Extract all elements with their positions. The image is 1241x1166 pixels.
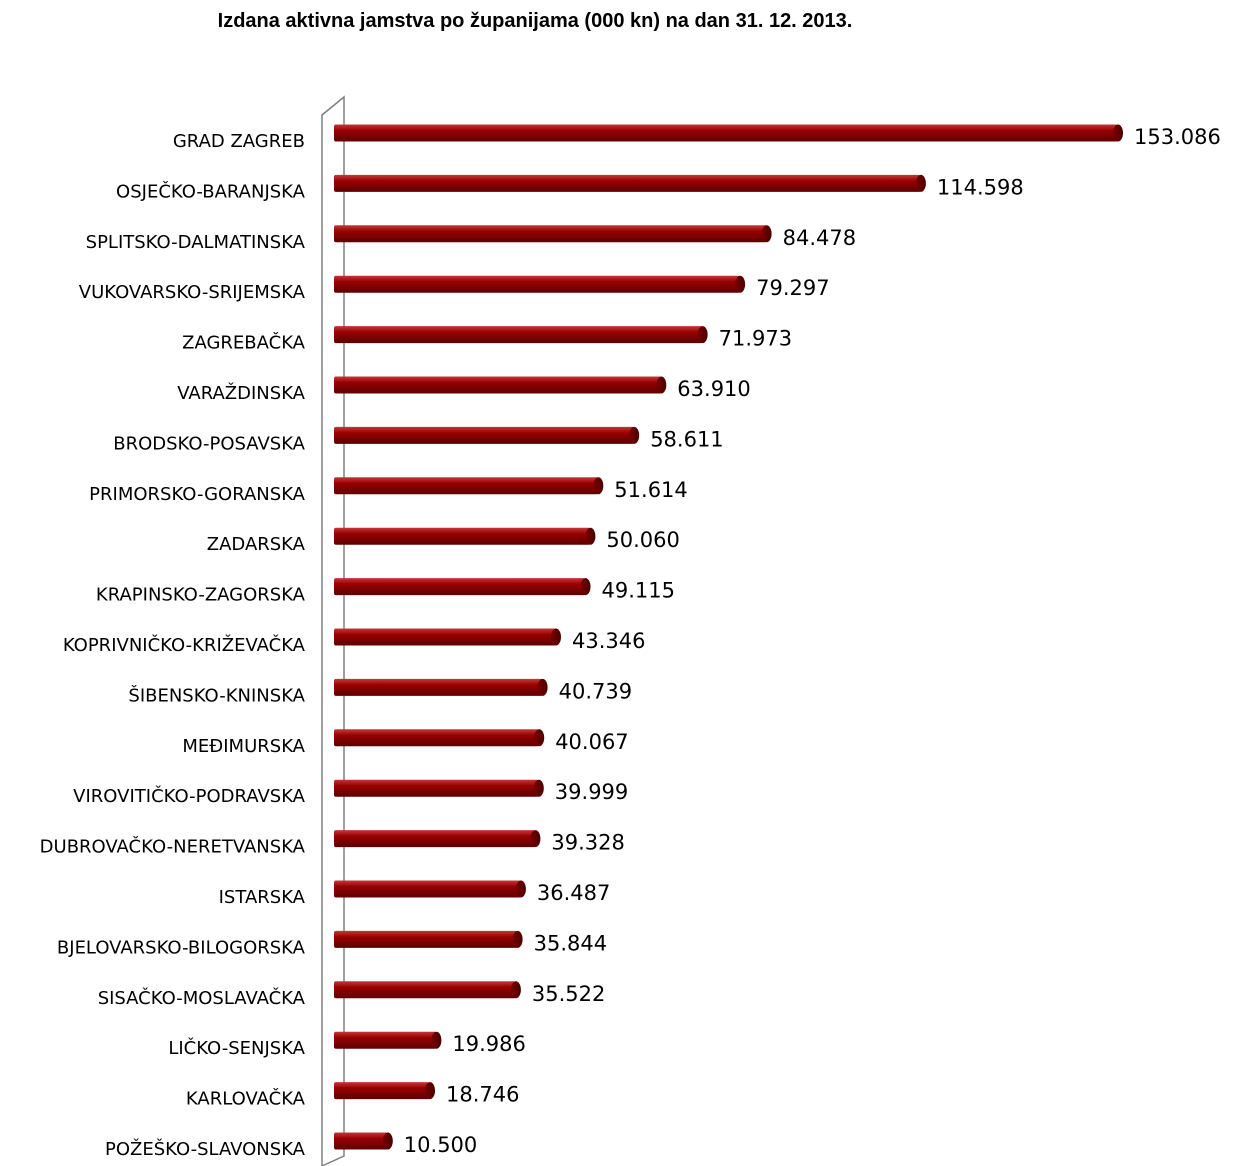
value-labels: 153.086 114.598 84.478 79.297 71.973 63.910 58… [404, 125, 1221, 1157]
bar-cap [512, 930, 523, 948]
value-label: 43.346 [572, 629, 645, 653]
value-label: 51.614 [614, 478, 687, 502]
category-label: MEĐIMURSKA [182, 736, 305, 757]
bar [334, 376, 662, 394]
bar [334, 1132, 388, 1150]
bar [334, 275, 741, 293]
bar [334, 426, 635, 444]
category-label: ZAGREBAČKA [182, 332, 306, 354]
category-label: VARAŽDINSKA [177, 382, 305, 404]
bar [334, 1031, 437, 1049]
value-label: 71.973 [719, 327, 792, 351]
category-label: PRIMORSKO-GORANSKA [89, 484, 306, 505]
bar-cap [593, 477, 604, 495]
category-label: POŽEŠKO-SLAVONSKA [105, 1138, 306, 1160]
bar [334, 930, 518, 948]
bar [334, 830, 536, 848]
category-label: SISAČKO-MOSLAVAČKA [98, 987, 306, 1009]
bar-cap [533, 779, 544, 797]
category-label: BRODSKO-POSAVSKA [113, 433, 305, 454]
bar-cap [534, 729, 545, 747]
value-label: 79.297 [756, 276, 829, 300]
bar-cap [1113, 124, 1123, 142]
bar-cap [580, 578, 591, 596]
value-label: 40.067 [555, 730, 628, 754]
bar-cap [915, 174, 926, 192]
value-label: 10.500 [404, 1133, 477, 1157]
bar [334, 174, 921, 192]
bar-cap [530, 830, 541, 848]
bar-cap [629, 426, 640, 444]
bar [334, 578, 586, 596]
bar-cap [697, 326, 708, 344]
category-label: OSJEČKO-BARANJSKA [116, 180, 306, 202]
category-label: BJELOVARSKO-BILOGORSKA [57, 937, 306, 958]
value-label: 153.086 [1134, 125, 1221, 149]
bar [334, 981, 516, 999]
category-label: SPLITSKO-DALMATINSKA [86, 232, 306, 253]
value-label: 50.060 [606, 528, 679, 552]
value-label: 18.746 [446, 1083, 519, 1107]
bar-cap [382, 1132, 393, 1150]
bar [334, 678, 543, 696]
value-label: 19.986 [452, 1032, 525, 1056]
bar [334, 124, 1118, 142]
bar-cap [537, 678, 548, 696]
bar-cap [585, 527, 596, 545]
category-label: VIROVITIČKO-PODRAVSKA [73, 785, 306, 807]
bar-cap [431, 1031, 442, 1049]
bar-cap [735, 275, 746, 293]
bar [334, 527, 591, 545]
value-label: 39.999 [555, 780, 628, 804]
category-label: LIČKO-SENJSKA [168, 1037, 305, 1059]
axis-wall [321, 95, 345, 1166]
value-label: 39.328 [551, 831, 624, 855]
value-label: 84.478 [783, 226, 856, 250]
bar [334, 729, 540, 747]
bar-cap [510, 981, 521, 999]
value-label: 58.611 [650, 427, 723, 451]
category-label: ISTARSKA [219, 887, 306, 908]
value-label: 35.844 [534, 931, 607, 955]
value-label: 36.487 [537, 881, 610, 905]
bar-cap [656, 376, 667, 394]
bar [334, 477, 599, 495]
axis-wall-shape [321, 95, 345, 1166]
category-labels: GRAD ZAGREB OSJEČKO-BARANJSKA SPLITSKO-DAL… [40, 131, 306, 1160]
value-label: 63.910 [677, 377, 750, 401]
bar [334, 1082, 430, 1100]
value-label: 49.115 [602, 579, 675, 603]
category-label: DUBROVAČKO-NERETVANSKA [40, 836, 306, 858]
category-label: ŠIBENSKO-KNINSKA [128, 684, 305, 706]
value-label: 114.598 [937, 175, 1024, 199]
category-label: KOPRIVNIČKO-KRIŽEVAČKA [63, 634, 306, 656]
category-label: KRAPINSKO-ZAGORSKA [96, 585, 306, 606]
bar-cap [515, 880, 526, 898]
category-label: VUKOVARSKO-SRIJEMSKA [79, 282, 306, 303]
bars-group [334, 124, 1123, 1150]
bar-cap [551, 628, 561, 646]
chart-title: Izdana aktivna jamstva po županijama (00… [217, 10, 853, 32]
value-label: 35.522 [532, 982, 605, 1006]
bar [334, 326, 703, 344]
bar [334, 628, 556, 646]
bar [334, 779, 539, 797]
category-label: ZADARSKA [207, 534, 306, 555]
value-label: 40.739 [559, 679, 632, 703]
bar [334, 880, 521, 898]
bar-cap [425, 1082, 435, 1100]
category-label: GRAD ZAGREB [173, 131, 305, 152]
bar-cap [761, 225, 772, 243]
bar [334, 225, 767, 243]
category-label: KARLOVAČKA [186, 1088, 306, 1110]
